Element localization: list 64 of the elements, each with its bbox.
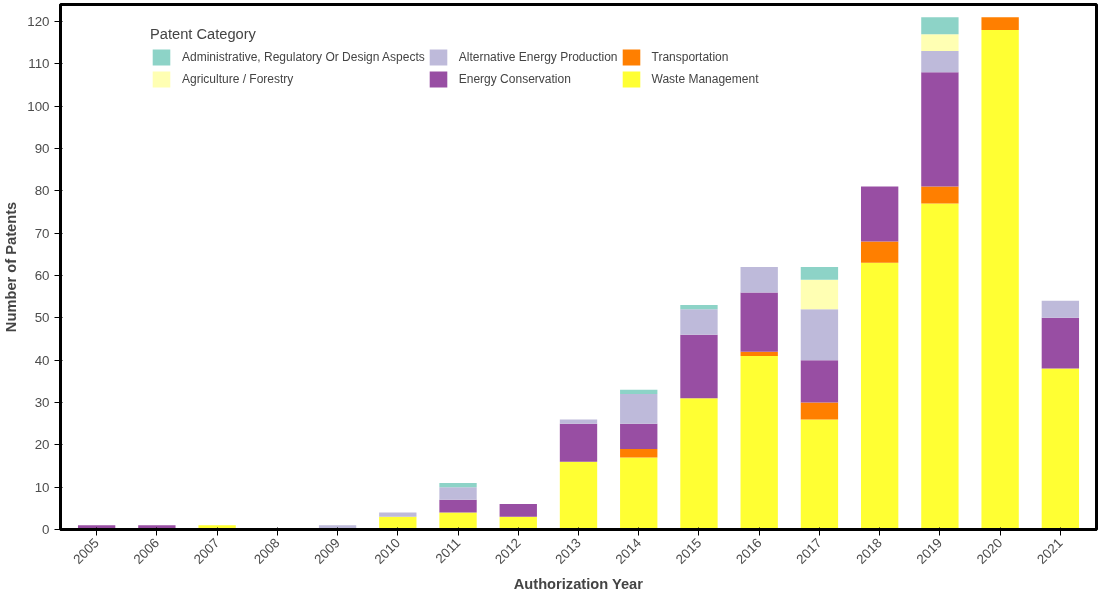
bar	[439, 482, 477, 488]
legend-label: Administrative, Regulatory Or Design Aspects	[182, 50, 425, 64]
y-tick-label: 110	[28, 56, 50, 72]
bar	[439, 512, 477, 530]
bar	[921, 72, 959, 187]
bar	[620, 449, 658, 458]
bar	[620, 457, 658, 530]
bar	[439, 499, 477, 513]
legend-label: Agriculture / Forestry	[182, 72, 294, 86]
bar	[559, 461, 598, 530]
bar	[921, 203, 959, 530]
bar	[860, 241, 899, 263]
bar	[921, 34, 959, 52]
bar	[680, 309, 718, 335]
y-tick-label: 90	[34, 140, 50, 156]
legend-label: Alternative Energy Production	[458, 50, 618, 64]
bar	[620, 394, 658, 424]
x-axis-title: Authorization Year	[513, 575, 644, 592]
bar	[680, 305, 718, 310]
y-tick-label: 70	[34, 225, 50, 241]
bar	[680, 398, 718, 530]
bar	[860, 262, 899, 530]
legend-label: Transportation	[651, 50, 729, 64]
bar	[1041, 317, 1080, 369]
y-tick-label: 120	[27, 13, 50, 29]
bar	[620, 423, 658, 450]
bar	[981, 29, 1019, 530]
bar	[860, 186, 899, 242]
bar	[800, 402, 839, 420]
bar	[740, 292, 778, 352]
bar	[981, 17, 1019, 30]
bar	[1041, 300, 1080, 318]
bar	[921, 51, 959, 73]
y-tick-label: 100	[27, 98, 50, 114]
bar	[800, 279, 839, 310]
y-tick-label: 10	[34, 479, 50, 495]
bar	[379, 512, 417, 517]
bar	[921, 186, 959, 204]
bar	[800, 419, 839, 530]
y-tick-label: 50	[34, 310, 50, 326]
bar	[800, 360, 839, 403]
bar	[680, 334, 718, 399]
bar	[499, 504, 537, 517]
legend-label: Waste Management	[651, 72, 759, 86]
bar	[559, 419, 598, 424]
bar	[439, 487, 477, 500]
bar	[740, 267, 778, 293]
bar	[800, 309, 839, 361]
y-tick-label: 20	[34, 437, 50, 453]
y-tick-label: 60	[34, 267, 50, 283]
y-tick-label: 30	[34, 394, 50, 410]
legend-title: Patent Category	[150, 26, 257, 42]
bar	[740, 355, 778, 530]
y-tick-label: 40	[34, 352, 50, 368]
bar	[740, 351, 778, 356]
y-tick-label: 0	[42, 522, 50, 537]
legend-label: Energy Conservation	[458, 72, 571, 86]
y-tick-label: 80	[34, 183, 50, 199]
bar	[1041, 368, 1080, 530]
bar	[800, 267, 839, 280]
y-axis-title: Number of Patents	[3, 201, 20, 333]
bar	[921, 17, 959, 35]
bar	[620, 389, 658, 395]
bar	[559, 423, 598, 462]
